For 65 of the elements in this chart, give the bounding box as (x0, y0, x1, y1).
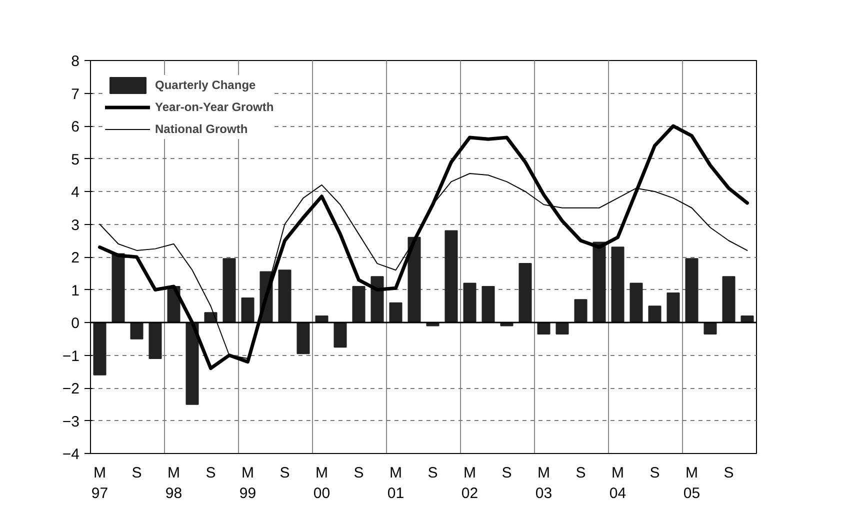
x-tick-label: S (280, 464, 290, 482)
x-tick-label: M 03 (535, 464, 552, 502)
x-tick-label: M 04 (609, 464, 626, 502)
legend-label: National Growth (155, 122, 248, 136)
x-tick-label: S (576, 464, 586, 482)
bar (370, 276, 384, 323)
bar (241, 297, 254, 323)
bar (148, 322, 162, 360)
legend-label: Year-on-Year Growth (155, 100, 274, 114)
bar (704, 322, 717, 334)
y-tick-label: −3 (62, 413, 80, 430)
bar (685, 258, 698, 323)
bar (315, 315, 328, 323)
y-tick-label: 1 (71, 282, 80, 300)
bar (463, 282, 476, 323)
x-tick-label: M 99 (239, 464, 256, 502)
y-tick-label: 7 (71, 86, 80, 103)
x-tick-label: M 00 (313, 464, 330, 502)
bar (408, 236, 421, 323)
y-tick-label: 4 (71, 184, 80, 201)
x-tick-label: M 98 (165, 464, 182, 502)
legend-label: Quarterly Change (155, 78, 256, 92)
bar (592, 242, 606, 323)
y-tick-label: 2 (71, 250, 80, 266)
x-tick-label: S (206, 464, 216, 482)
y-tick-label: 5 (71, 151, 80, 168)
bar (556, 322, 569, 334)
bar (186, 322, 199, 405)
x-tick-label: S (354, 464, 364, 482)
bar (130, 322, 144, 340)
x-tick-label: S (502, 464, 512, 482)
bar (93, 322, 106, 376)
x-tick-label: M 02 (461, 464, 478, 502)
bar (482, 286, 495, 323)
x-tick-label: S (428, 464, 438, 482)
x-tick-label: S (132, 464, 142, 482)
bar (352, 286, 366, 323)
y-tick-label: −4 (62, 446, 80, 463)
bar (611, 246, 624, 323)
bar (666, 292, 680, 323)
bar (222, 258, 236, 323)
x-tick-label: M 01 (387, 464, 404, 502)
bar (112, 253, 125, 323)
bar (740, 315, 754, 323)
y-tick-label: 8 (71, 53, 80, 70)
x-tick-label: M 05 (683, 464, 700, 502)
x-tick-label: M 97 (91, 464, 108, 502)
bar (444, 230, 458, 323)
y-tick-label: 6 (71, 118, 80, 136)
x-tick-label: S (650, 464, 660, 482)
bar (648, 306, 662, 323)
bar (334, 322, 347, 348)
y-tick-label: 0 (71, 315, 80, 332)
bar (296, 322, 310, 354)
bar (722, 276, 736, 323)
y-tick-label: 3 (71, 216, 80, 234)
bar (389, 302, 402, 323)
bar (537, 322, 550, 334)
bar (630, 282, 643, 323)
bar (574, 299, 588, 323)
bar (518, 263, 532, 323)
y-tick-label: −2 (62, 380, 80, 398)
x-tick-label: S (724, 464, 734, 482)
bar (278, 270, 292, 323)
y-tick-label: −1 (62, 348, 80, 365)
